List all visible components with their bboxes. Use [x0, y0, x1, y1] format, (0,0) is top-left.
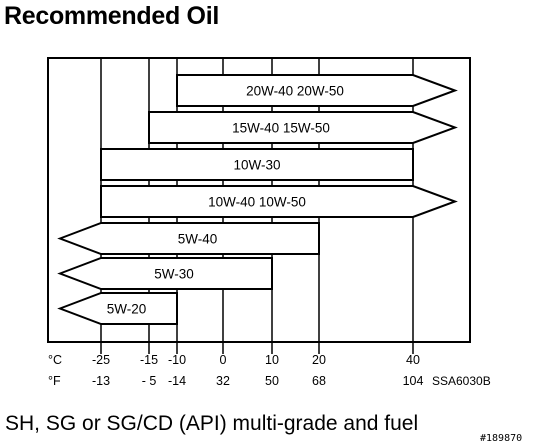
unit-fahrenheit: °F — [48, 374, 61, 388]
bar-1 — [148, 111, 458, 144]
tick-f-0: -13 — [92, 374, 110, 388]
bar-4 — [57, 222, 320, 255]
bar-5 — [57, 257, 273, 290]
bar-3 — [100, 185, 458, 218]
unit-celsius: °C — [48, 353, 62, 367]
tick-f-2: -14 — [168, 374, 186, 388]
tick-c-2: -10 — [168, 353, 186, 367]
temperature-axis: °C °F -25 -13 -15 - 5 -10 -14 0 32 10 50 20 68 40 104 — [48, 353, 423, 388]
tick-f-6: 104 — [403, 374, 424, 388]
bar-label-4: 5W-40 — [178, 232, 218, 247]
bar-label-0: 20W-40 20W-50 — [246, 84, 344, 99]
tick-c-5: 20 — [312, 353, 326, 367]
page-title: Recommended Oil — [4, 2, 219, 30]
bar-label-6: 5W-20 — [107, 302, 147, 317]
bar-6 — [57, 292, 178, 325]
reference-id: #189870 — [480, 433, 523, 444]
tick-c-6: 40 — [406, 353, 420, 367]
tick-f-4: 50 — [265, 374, 279, 388]
tick-c-4: 10 — [265, 353, 279, 367]
tick-c-1: -15 — [140, 353, 158, 367]
tick-c-3: 0 — [220, 353, 227, 367]
bar-label-1: 15W-40 15W-50 — [232, 121, 330, 136]
tick-f-5: 68 — [312, 374, 326, 388]
caption: SH, SG or SG/CD (API) multi-grade and fu… — [5, 412, 419, 435]
tick-c-0: -25 — [92, 353, 110, 367]
bar-label-3: 10W-40 10W-50 — [208, 195, 306, 210]
chart-frame — [47, 57, 471, 343]
bar-0 — [176, 74, 458, 107]
tick-f-1: - 5 — [142, 374, 157, 388]
frame-border — [47, 57, 471, 343]
tick-f-3: 32 — [216, 374, 230, 388]
bar-2 — [100, 148, 414, 181]
bar-label-2: 10W-30 — [233, 158, 280, 173]
figure-code: SSA6030B — [432, 374, 491, 388]
viscosity-bars: 20W-40 20W-50 15W-40 15W-50 10W-30 10W-40 1… — [57, 74, 458, 325]
bar-label-5: 5W-30 — [154, 267, 194, 282]
